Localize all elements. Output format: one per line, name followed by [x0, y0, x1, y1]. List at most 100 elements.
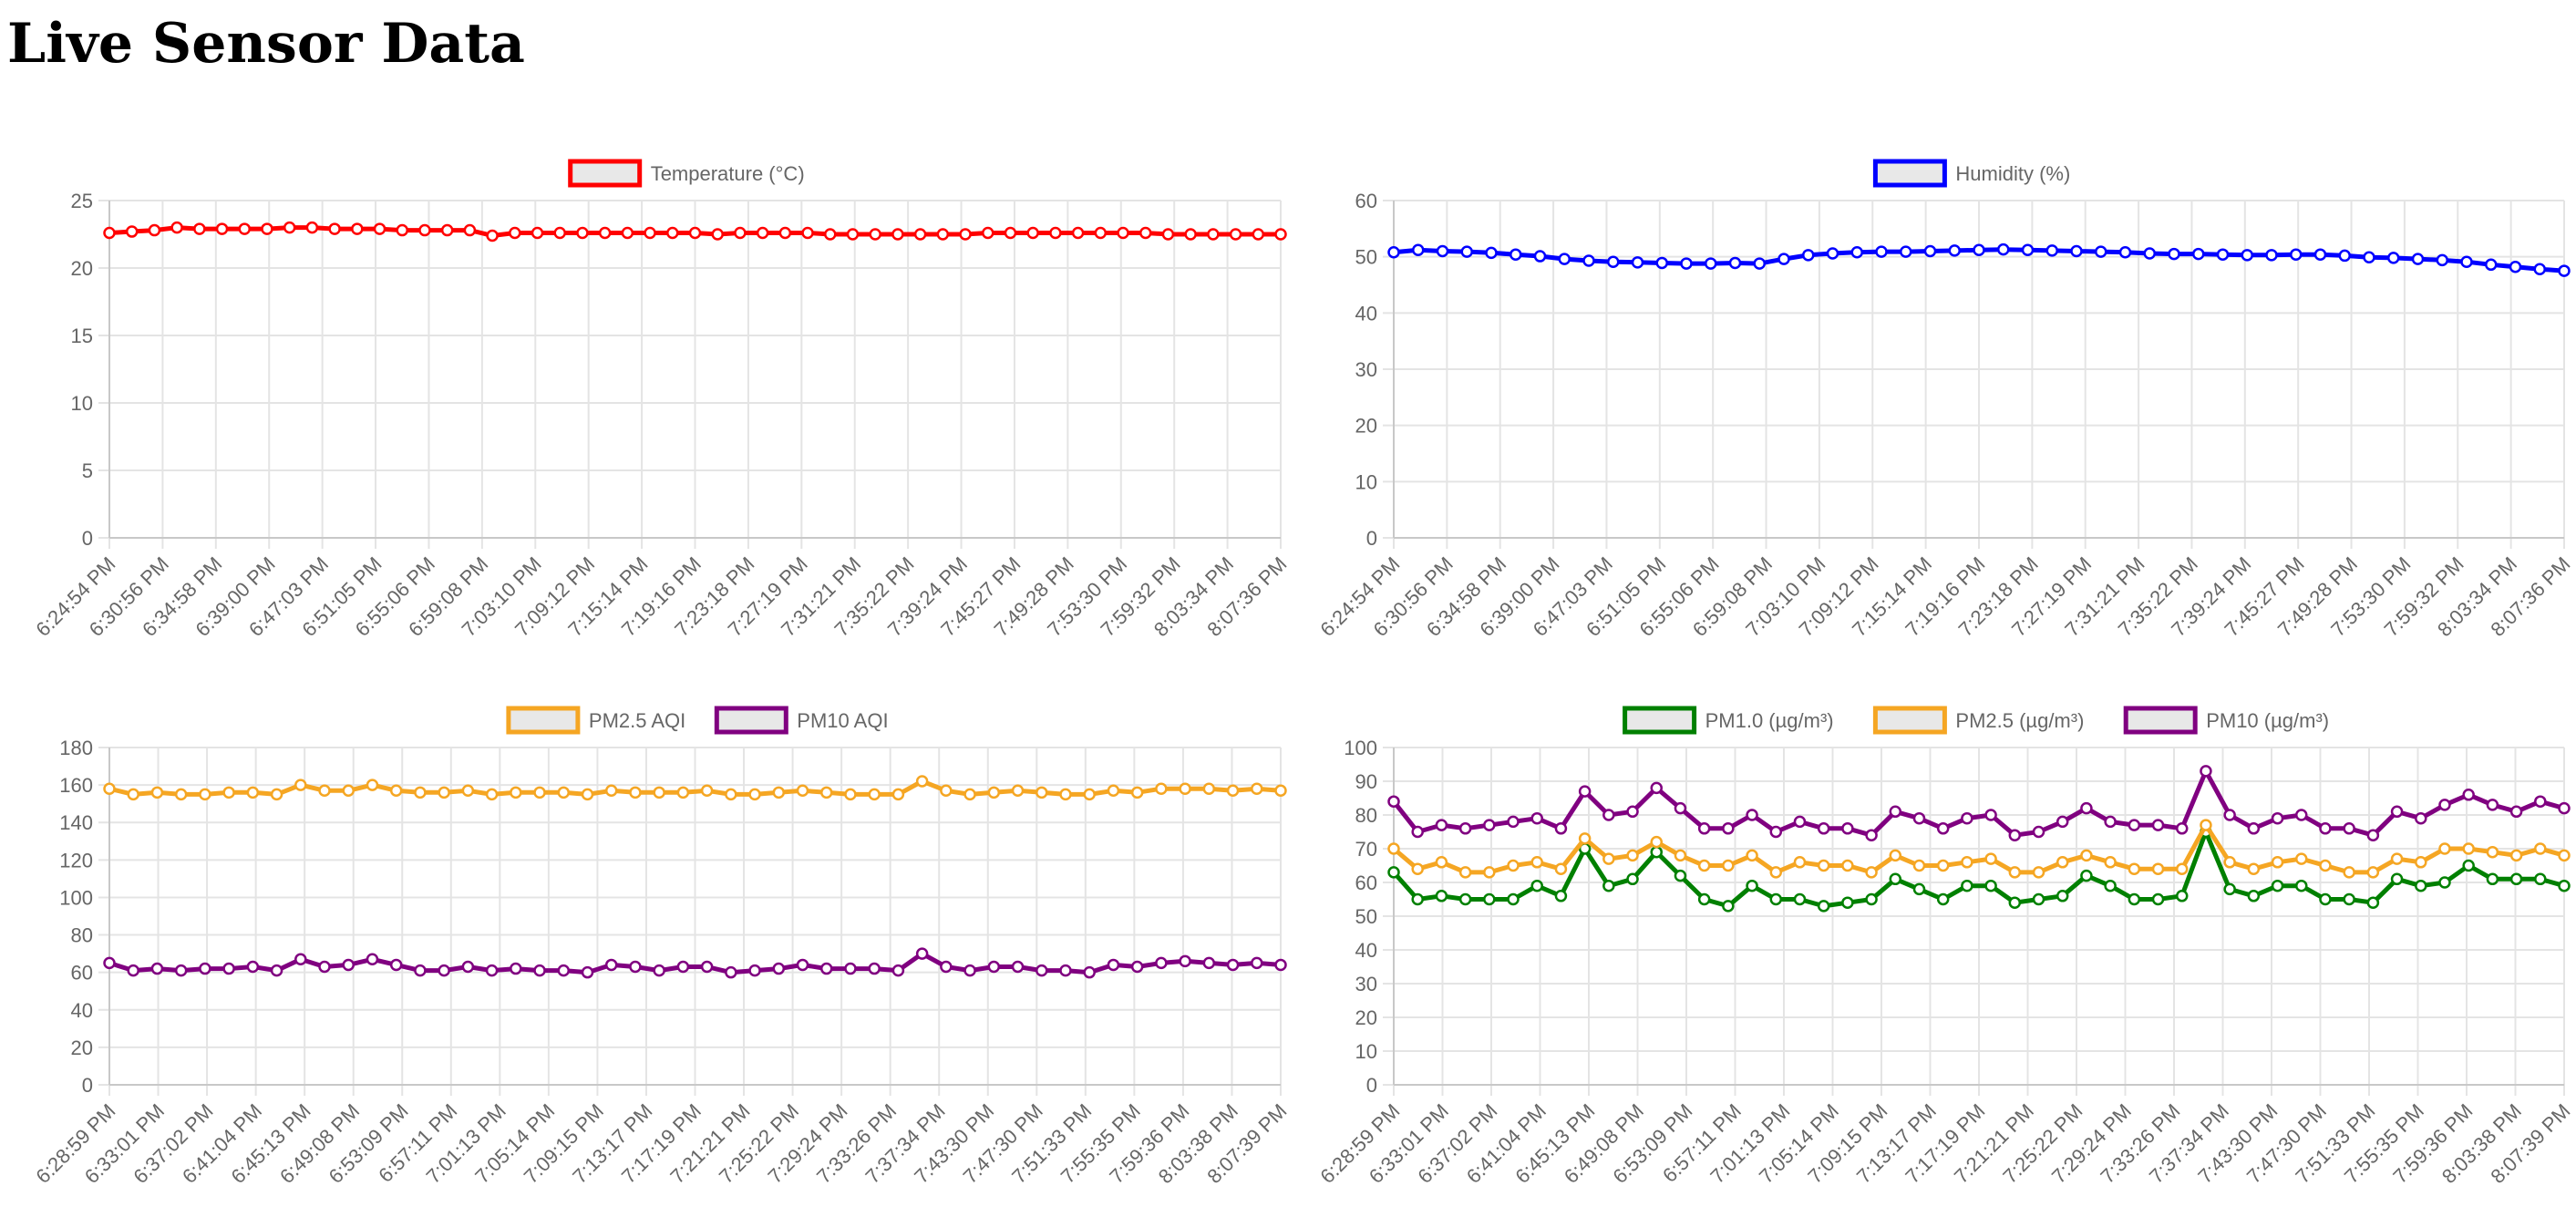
data-point — [940, 784, 953, 798]
data-point — [756, 226, 769, 240]
data-point — [1554, 822, 1568, 835]
data-point — [1274, 228, 1287, 241]
legend-label: PM10 AQI — [797, 709, 888, 732]
data-point — [1229, 228, 1242, 241]
legend-item-temperature-c: Temperature (°C) — [568, 159, 805, 188]
data-point — [915, 775, 929, 788]
data-point — [2486, 872, 2499, 886]
data-point — [2104, 879, 2117, 892]
y-tick-label: 5 — [82, 459, 93, 482]
data-point — [2271, 856, 2284, 869]
data-point — [1004, 226, 1017, 240]
data-point — [1777, 253, 1790, 265]
data-point — [1530, 811, 1543, 825]
data-point — [1117, 226, 1129, 240]
data-point — [846, 228, 860, 241]
data-point — [533, 964, 546, 977]
data-point — [772, 786, 786, 799]
data-point — [2438, 842, 2451, 855]
data-point — [2290, 248, 2303, 261]
data-point — [1650, 835, 1663, 849]
data-point — [891, 788, 905, 801]
data-point — [1722, 822, 1735, 835]
data-point — [987, 960, 1001, 974]
data-point — [125, 225, 139, 238]
data-point — [222, 786, 235, 799]
y-tick-label: 90 — [1355, 770, 1377, 793]
data-point — [2200, 765, 2212, 778]
data-point — [318, 960, 331, 974]
data-point — [1179, 954, 1191, 968]
data-point — [2366, 896, 2380, 909]
data-point — [1049, 226, 1062, 240]
data-point — [2056, 815, 2069, 829]
legend-label: PM1.0 (µg/m³) — [1705, 709, 1834, 732]
data-point — [418, 223, 431, 237]
legend-label: PM2.5 (µg/m³) — [1955, 709, 2084, 732]
data-point — [2558, 849, 2571, 862]
data-point — [1650, 845, 1663, 859]
data-point — [305, 221, 319, 234]
data-point — [653, 786, 665, 799]
data-point — [1083, 788, 1096, 801]
data-point — [557, 964, 571, 977]
data-point — [1753, 257, 1766, 270]
data-point — [1984, 879, 1997, 892]
legend-item-pm1-0-g-m: PM1.0 (µg/m³) — [1623, 706, 1834, 735]
data-point — [2008, 866, 2022, 879]
data-point — [1626, 805, 1639, 819]
data-point — [1483, 892, 1496, 906]
data-point — [1582, 254, 1595, 267]
series-humidity — [1387, 242, 2571, 277]
data-point — [1746, 809, 1758, 821]
data-point — [604, 958, 618, 972]
data-point — [644, 226, 656, 240]
data-point — [1036, 964, 1048, 977]
data-point — [748, 788, 761, 801]
y-tick-label: 0 — [1366, 527, 1377, 550]
data-point — [366, 953, 379, 966]
data-point — [366, 779, 379, 791]
data-point — [1274, 784, 1287, 798]
data-point — [2216, 248, 2230, 261]
legend-swatch — [568, 159, 643, 188]
data-point — [2390, 805, 2404, 819]
data-point — [1769, 866, 1783, 879]
data-point — [2390, 872, 2404, 886]
data-point — [1674, 869, 1687, 882]
data-point — [246, 786, 260, 799]
data-point — [1485, 246, 1498, 260]
y-tick-label: 80 — [1355, 804, 1377, 827]
data-point — [1697, 859, 1711, 872]
data-point — [485, 964, 499, 977]
data-point — [103, 782, 116, 795]
data-point — [2247, 890, 2261, 902]
data-point — [1674, 849, 1687, 862]
data-point — [510, 786, 522, 799]
data-point — [2008, 896, 2022, 909]
data-point — [987, 786, 1001, 799]
data-point — [215, 222, 229, 235]
legend-item-pm2-5-aqi: PM2.5 AQI — [506, 706, 685, 735]
data-point — [1722, 859, 1735, 872]
data-point — [2462, 789, 2475, 801]
y-tick-label: 50 — [1355, 246, 1377, 269]
data-point — [1387, 842, 1400, 855]
data-point — [2295, 809, 2308, 821]
data-point — [1900, 245, 1912, 258]
y-tick-label: 20 — [1355, 1006, 1377, 1029]
data-point — [2200, 819, 2212, 831]
data-point — [2558, 801, 2571, 815]
page-title: Live Sensor Data — [7, 12, 525, 76]
y-tick-label: 120 — [59, 849, 93, 871]
data-point — [1889, 872, 1902, 886]
data-point — [2438, 799, 2451, 811]
y-tick-label: 25 — [71, 190, 93, 212]
data-point — [1274, 958, 1287, 972]
data-point — [1207, 228, 1220, 241]
data-point — [1912, 859, 1926, 872]
data-point — [2032, 892, 2045, 906]
y-tick-label: 60 — [1355, 190, 1377, 212]
